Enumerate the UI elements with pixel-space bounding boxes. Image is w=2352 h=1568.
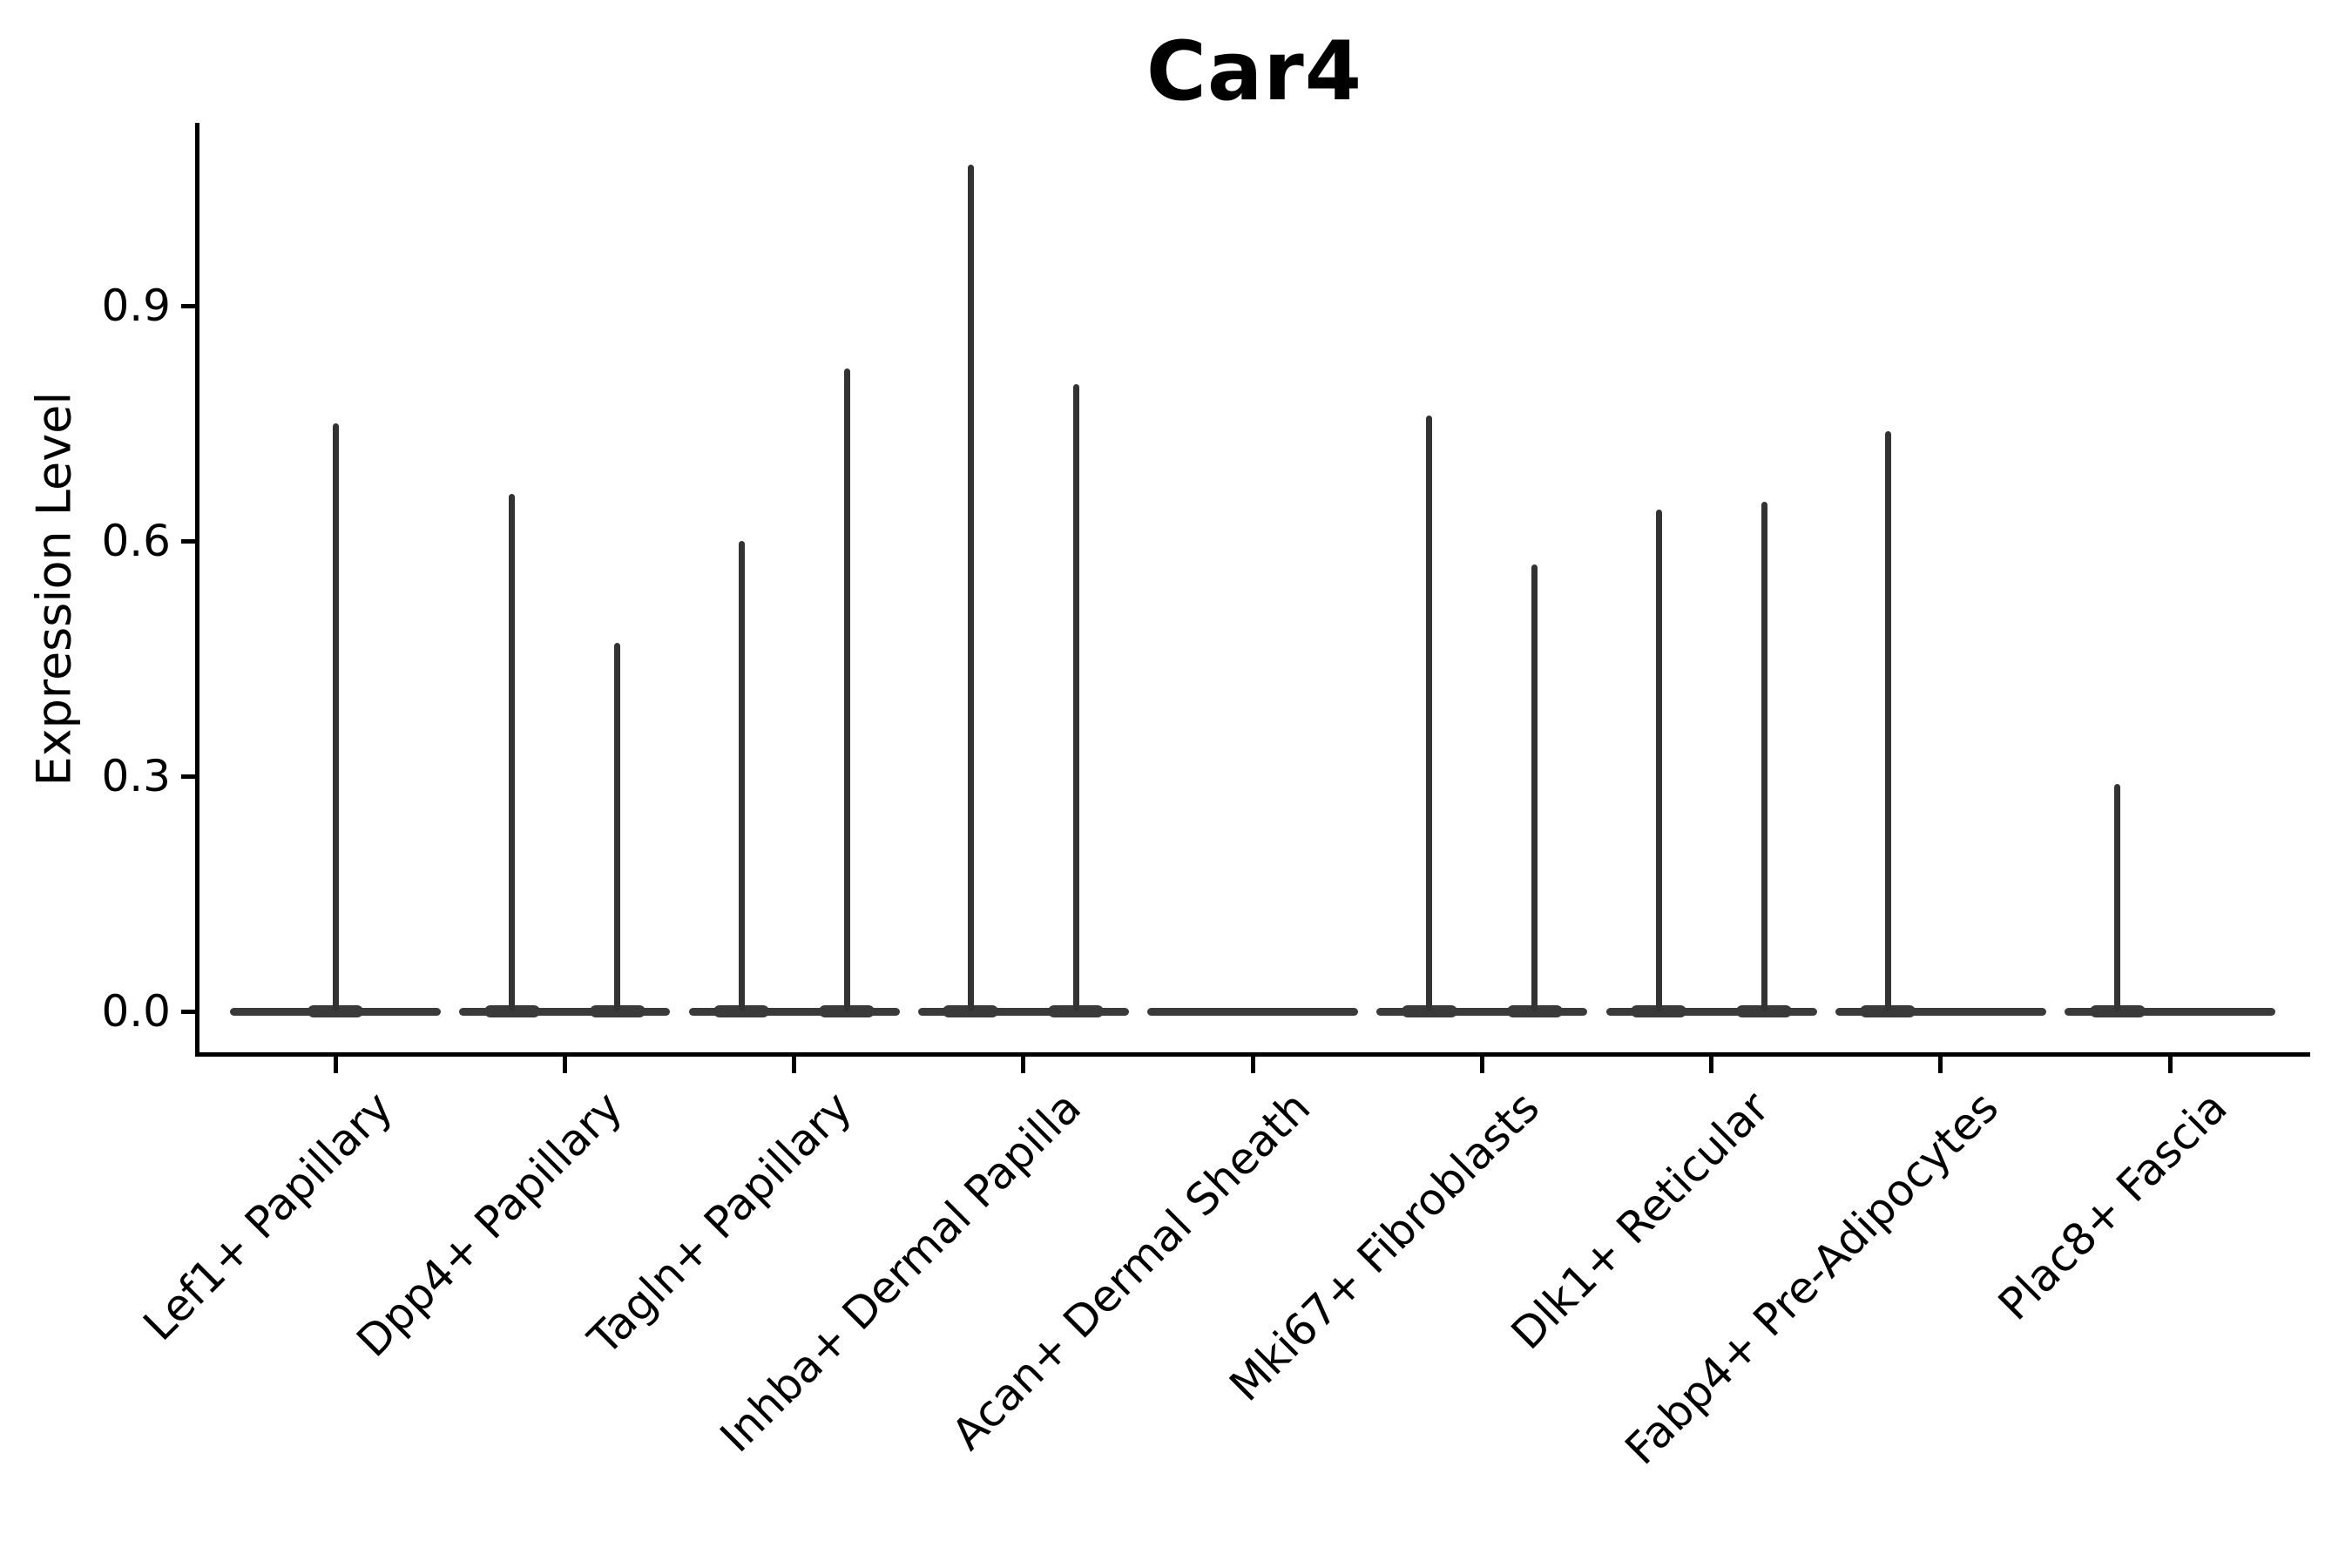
violin-base bbox=[917, 1007, 1129, 1016]
violin-spike bbox=[614, 643, 621, 1011]
violin-spike bbox=[1655, 510, 1662, 1011]
violin-bulge bbox=[308, 1005, 363, 1017]
violin-spike bbox=[843, 368, 850, 1011]
violin-spike bbox=[1761, 502, 1767, 1011]
violin-spike bbox=[2114, 784, 2120, 1011]
violin-bulge bbox=[713, 1005, 769, 1017]
y-tick bbox=[181, 774, 196, 779]
y-axis-label: Expression Level bbox=[26, 391, 82, 787]
x-tick bbox=[1250, 1057, 1255, 1073]
violin-bulge bbox=[1631, 1005, 1686, 1017]
violin-bulge bbox=[819, 1005, 875, 1017]
violin-spike bbox=[1884, 431, 1891, 1011]
violin-base bbox=[2065, 1007, 2275, 1016]
violin-base bbox=[1147, 1007, 1358, 1016]
x-tick-label: Plac8+ Fascia bbox=[1989, 1082, 2238, 1330]
y-tick bbox=[181, 1009, 196, 1014]
y-axis-spine bbox=[195, 123, 199, 1057]
violin-spike bbox=[738, 541, 745, 1011]
violin-bulge bbox=[1401, 1005, 1457, 1017]
violin-base bbox=[1376, 1007, 1588, 1016]
y-tick bbox=[181, 303, 196, 308]
violin-base bbox=[688, 1007, 900, 1016]
x-tick bbox=[2167, 1057, 2173, 1073]
x-tick bbox=[792, 1057, 796, 1073]
violin-base bbox=[1605, 1007, 1817, 1016]
violin-bulge bbox=[943, 1005, 999, 1017]
violin-base bbox=[459, 1007, 671, 1016]
violin-bulge bbox=[483, 1005, 540, 1017]
x-tick bbox=[562, 1057, 567, 1073]
y-tick-label: 0.3 bbox=[101, 751, 171, 801]
x-axis-spine bbox=[195, 1052, 2310, 1057]
violin-spike bbox=[1531, 564, 1538, 1011]
x-tick-label: Fabp4+ Pre-Adipocytes bbox=[1615, 1082, 2008, 1475]
violin-bulge bbox=[589, 1005, 645, 1017]
violin-spike bbox=[967, 165, 974, 1011]
chart-title: Car4 bbox=[1146, 24, 1363, 119]
violin-spike bbox=[332, 423, 339, 1011]
x-tick-label: Lef1+ Papillary bbox=[133, 1082, 403, 1351]
violin-spike bbox=[509, 494, 516, 1011]
violin-base bbox=[1835, 1007, 2046, 1016]
violin-spike bbox=[1426, 416, 1433, 1011]
x-tick bbox=[1709, 1057, 1713, 1073]
violin-bulge bbox=[1048, 1005, 1105, 1017]
y-tick-label: 0.9 bbox=[101, 280, 171, 331]
violin-bulge bbox=[1736, 1005, 1792, 1017]
x-tick bbox=[333, 1057, 338, 1073]
violin-bulge bbox=[2089, 1005, 2146, 1017]
y-tick bbox=[181, 538, 196, 544]
y-tick-label: 0.6 bbox=[101, 516, 171, 566]
x-tick bbox=[1479, 1057, 1484, 1073]
x-tick bbox=[1021, 1057, 1026, 1073]
violin-spike bbox=[1072, 384, 1079, 1011]
violin-bulge bbox=[1506, 1005, 1563, 1017]
x-tick bbox=[1938, 1057, 1943, 1073]
violin-bulge bbox=[1860, 1005, 1916, 1017]
y-tick-label: 0.0 bbox=[101, 986, 171, 1037]
